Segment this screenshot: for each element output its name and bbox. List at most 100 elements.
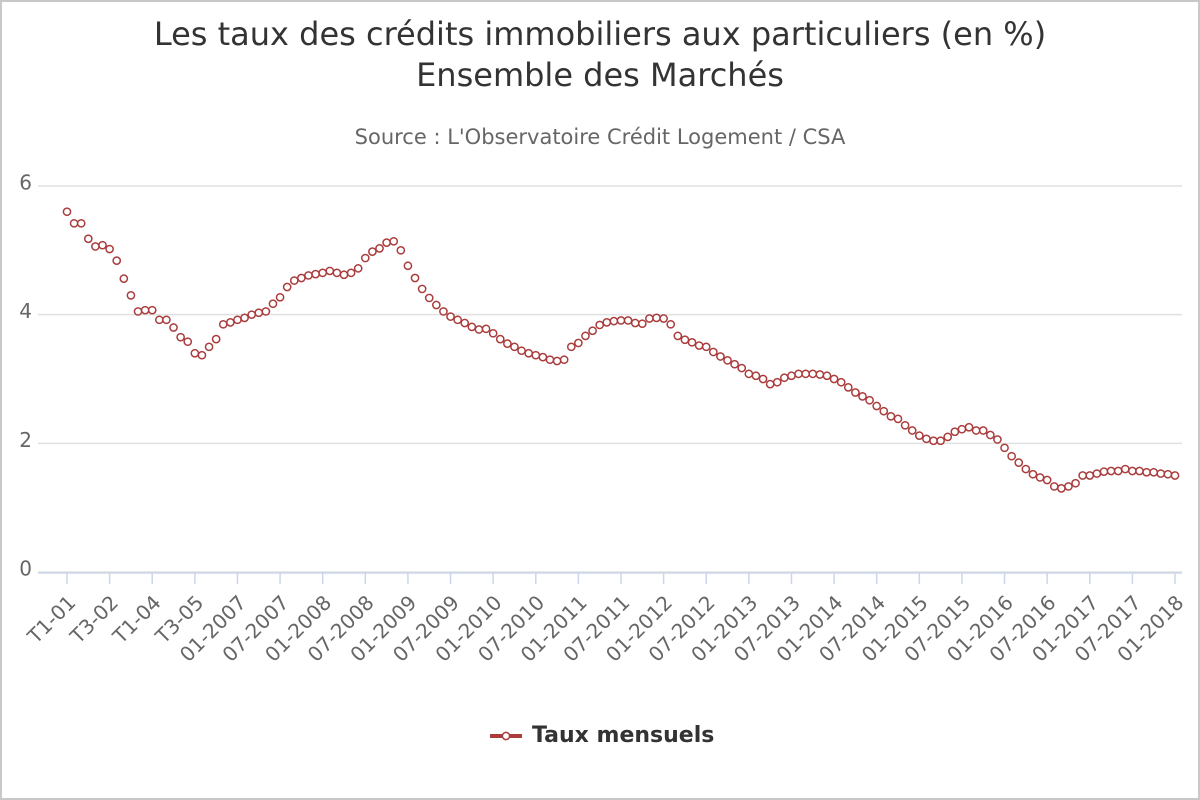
point-marker [183,337,193,347]
point-marker [304,271,313,280]
point-marker [524,348,534,358]
point-marker [1042,475,1052,485]
point-marker [98,240,107,250]
point-marker [801,369,811,379]
point-marker [936,436,945,446]
point-marker [1000,443,1009,453]
point-marker [126,291,136,300]
point-marker [922,434,931,444]
point-marker [531,350,541,360]
y-tick-label: 6 [19,171,32,195]
point-marker [1156,469,1166,478]
point-marker [730,359,739,369]
point-marker [517,346,526,356]
point-marker [815,370,825,379]
point-marker [652,313,661,323]
point-marker [581,331,590,341]
point-marker [964,422,974,432]
point-marker [566,342,576,352]
point-marker [943,432,953,442]
point-marker [893,414,903,424]
point-marker [389,236,399,246]
point-marker [673,331,683,341]
point-marker [1092,469,1102,478]
point-marker [1163,469,1173,479]
point-marker [396,245,406,255]
chart-subtitle: Source : L'Observatoire Crédit Logement … [355,125,846,149]
point-marker [701,342,711,352]
point-marker [1049,482,1059,491]
point-marker [226,318,235,327]
point-marker [886,411,896,421]
point-marker [169,323,178,332]
point-marker [403,261,413,271]
point-marker [907,426,917,435]
point-marker [1128,466,1137,476]
point-marker [879,406,889,416]
point-marker [787,371,796,381]
point-marker [808,369,818,379]
point-marker [495,334,505,344]
point-marker [538,352,548,362]
point-marker [62,207,72,217]
point-marker [957,424,967,434]
point-marker [503,339,512,348]
point-marker [424,293,434,303]
point-marker [1071,478,1080,488]
point-marker [588,326,597,336]
point-marker [829,374,839,384]
point-marker [1106,466,1116,476]
point-marker [645,314,654,323]
point-marker [687,337,697,347]
point-marker [630,318,640,328]
point-marker [83,234,93,244]
point-marker [460,318,470,328]
point-marker [1113,466,1123,476]
point-marker [147,305,157,315]
point-marker [737,363,747,373]
point-marker [382,238,391,247]
point-marker [836,377,846,387]
point-marker [1035,473,1045,482]
point-marker [282,282,292,292]
point-marker [716,352,725,361]
y-tick-label: 2 [19,428,32,452]
point-marker [69,218,79,228]
point-marker [1120,464,1130,474]
point-marker [758,374,768,384]
point-marker [552,356,562,366]
point-marker [154,315,164,325]
point-marker [851,388,860,397]
point-marker [900,420,910,430]
point-marker [765,379,775,389]
point-marker [858,392,867,401]
point-marker [971,426,981,435]
point-marker [105,244,114,254]
point-marker [1135,466,1144,476]
point-marker [595,320,605,330]
point-marker [914,431,924,440]
point-marker [822,371,832,381]
point-marker [431,300,441,310]
y-tick-label: 4 [19,299,32,323]
point-marker [1085,471,1095,480]
point-marker [623,316,633,325]
point-marker [602,318,612,327]
point-marker [289,276,299,285]
point-marker [311,269,320,279]
point-marker [1057,484,1066,493]
point-marker [325,266,335,276]
point-marker [1007,451,1016,461]
point-marker [481,324,491,334]
point-marker [985,430,995,440]
point-marker [140,305,150,315]
point-marker [133,307,143,316]
point-marker [318,268,328,278]
point-marker [1014,458,1024,467]
point-marker [1064,482,1073,491]
point-marker [268,299,278,309]
point-marker [112,256,122,265]
point-marker [346,268,356,278]
point-marker [368,247,377,256]
